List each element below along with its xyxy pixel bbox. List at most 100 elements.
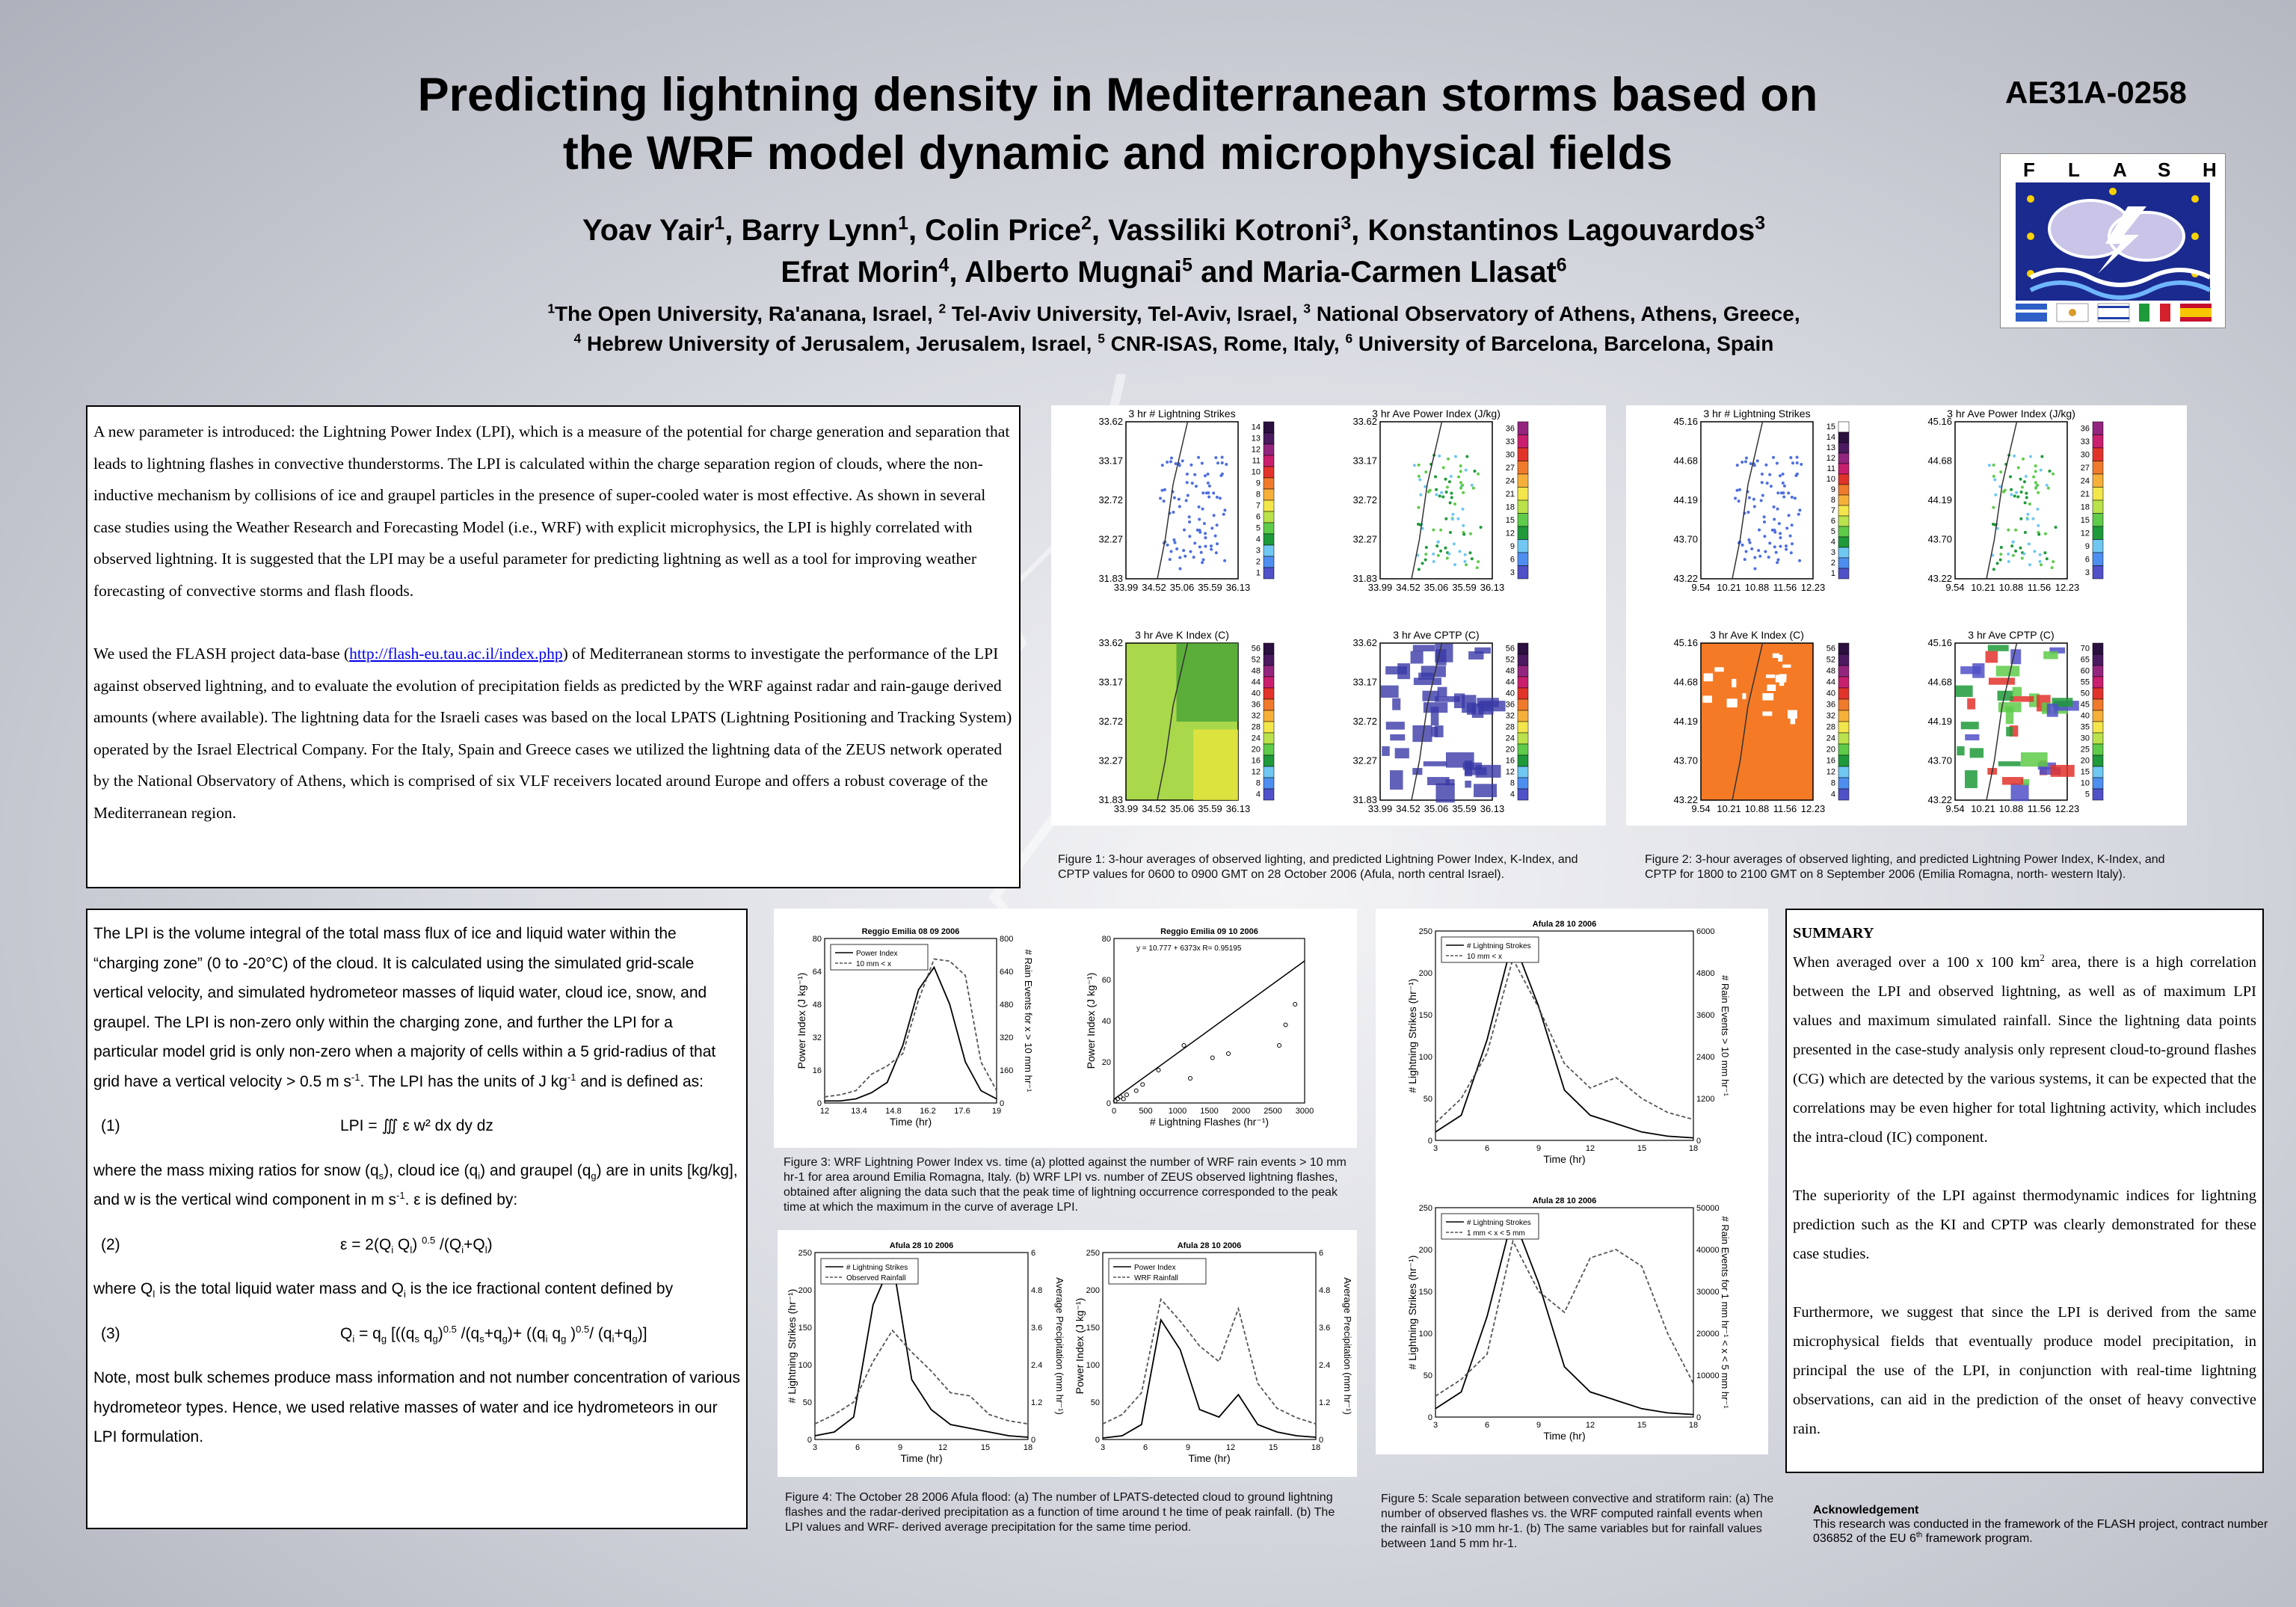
y-axis-label: # Lightning Strikes (hr⁻¹): [1406, 979, 1418, 1093]
data-point: [2039, 468, 2043, 472]
data-point: [2007, 560, 2010, 564]
colorbar-swatch: [2092, 526, 2104, 540]
colorbar-label: 8: [1256, 491, 1261, 500]
colorbar-swatch: [1838, 788, 1850, 801]
data-point: [2022, 480, 2026, 484]
data-point: [1441, 495, 1445, 499]
data-point: [1412, 464, 1416, 467]
data-point: [1735, 488, 1739, 492]
y2-tick-label: 3.6: [1031, 1324, 1042, 1333]
data-point: [1763, 535, 1767, 538]
colorbar-label: 70: [2081, 645, 2090, 654]
data-point: [1459, 486, 1463, 490]
data-point: [1204, 536, 1207, 540]
y2-axis-label: Average Precipitation (mm hr⁻¹): [1054, 1277, 1065, 1415]
y2-tick-label: 4.8: [1031, 1286, 1042, 1295]
colorbar-label: 5: [2085, 790, 2090, 799]
summary-heading: SUMMARY: [1793, 925, 1874, 941]
colorbar-label: 11: [1252, 457, 1261, 466]
data-point: [1447, 480, 1451, 484]
colorbar-swatch: [1263, 721, 1275, 734]
colorbar-label: 12: [1826, 768, 1835, 777]
y-tick-label: 100: [1419, 1053, 1432, 1062]
data-point: [2034, 481, 2037, 485]
colorbar-swatch: [1517, 721, 1529, 734]
data-point: [1798, 559, 1802, 562]
data-point: [1461, 483, 1465, 487]
data-point: [2009, 475, 2012, 479]
data-point: [1210, 526, 1214, 530]
data-point: [2023, 501, 2027, 505]
colorbar-swatch: [1517, 732, 1529, 745]
field-patch: [1434, 725, 1444, 737]
y-tick-label: 50: [1091, 1398, 1100, 1407]
colorbar-swatch: [1517, 710, 1529, 722]
colorbar-label: 30: [2081, 734, 2090, 743]
data-point: [1741, 460, 1744, 464]
data-point: [1779, 532, 1782, 535]
data-point: [1459, 470, 1462, 473]
data-point: [1438, 454, 1441, 458]
data-point: [1464, 468, 1468, 472]
colorbar-swatch: [2092, 755, 2104, 767]
data-point: [1738, 488, 1741, 491]
field-patch: [1193, 729, 1238, 800]
x-tick-label: 12: [938, 1443, 947, 1452]
colorbar-swatch: [1838, 732, 1850, 745]
author-name: Efrat Morin: [781, 256, 939, 289]
colorbar-swatch: [2092, 766, 2104, 778]
y-tick-label: 80: [813, 935, 822, 944]
field-patch: [1779, 677, 1785, 686]
data-point: [1782, 495, 1786, 499]
data-point: [1213, 534, 1217, 538]
affiliation: CNR-ISAS, Rome, Italy,: [1104, 332, 1346, 355]
colorbar-label: 4: [1256, 790, 1261, 799]
colorbar-swatch: [1263, 665, 1275, 677]
colorbar-swatch: [1263, 788, 1275, 801]
data-point: [2037, 532, 2041, 536]
data-point: [1765, 482, 1769, 485]
scatter-point: [1140, 1082, 1145, 1087]
data-point: [1189, 463, 1193, 467]
data-point: [1462, 491, 1465, 494]
colorbar-label: 52: [1506, 656, 1515, 665]
logo-letter: L: [2068, 159, 2080, 181]
logo-letter: A: [2113, 159, 2127, 181]
colorbar-swatch: [2092, 473, 2104, 488]
data-point: [1468, 532, 1472, 535]
flash-database-link[interactable]: http://flash-eu.tau.ac.il/index.php: [349, 645, 563, 663]
x-tick-label: 9.54: [1945, 803, 1964, 814]
chart: Afula 28 10 2006 Time (hr) # Lightning Str…: [1406, 920, 1731, 1165]
data-point: [1188, 520, 1192, 523]
affiliation: National Observatory of Athens, Athens, …: [1311, 302, 1800, 325]
data-point: [1477, 560, 1480, 564]
field-patch: [1394, 748, 1409, 759]
field-patch: [1987, 645, 2009, 651]
data-point: [2036, 483, 2040, 487]
scatter-point: [1121, 1096, 1126, 1101]
x-tick-label: 35.59: [1198, 803, 1222, 814]
data-point: [1747, 538, 1751, 541]
data-point: [1204, 532, 1207, 535]
data-point: [2034, 486, 2038, 490]
colorbar-swatch: [1263, 698, 1275, 711]
y-tick-label: 44.19: [1673, 716, 1698, 727]
colorbar-label: 56: [1506, 645, 1515, 654]
field-patch: [1782, 664, 1791, 668]
data-point: [1445, 485, 1449, 489]
field-patch: [1767, 684, 1776, 692]
series-line-2: [1435, 1239, 1694, 1397]
colorbar-swatch: [2092, 447, 2104, 461]
field-patch: [1410, 651, 1424, 664]
colorbar-swatch: [1838, 766, 1850, 778]
x-axis-label: Time (hr): [900, 1452, 942, 1464]
data-point: [1223, 559, 1227, 562]
x-tick-label: 3: [813, 1443, 817, 1452]
y-tick-label: 44.19: [1673, 494, 1698, 506]
data-point: [1416, 553, 1420, 557]
chart-title: Reggio Emilia 08 09 2006: [862, 927, 960, 936]
x-tick-label: 9: [898, 1443, 902, 1452]
colorbar-label: 55: [2081, 678, 2090, 687]
colorbar-label: 32: [1252, 712, 1261, 721]
chart-title: Afula 28 10 2006: [1533, 920, 1597, 929]
